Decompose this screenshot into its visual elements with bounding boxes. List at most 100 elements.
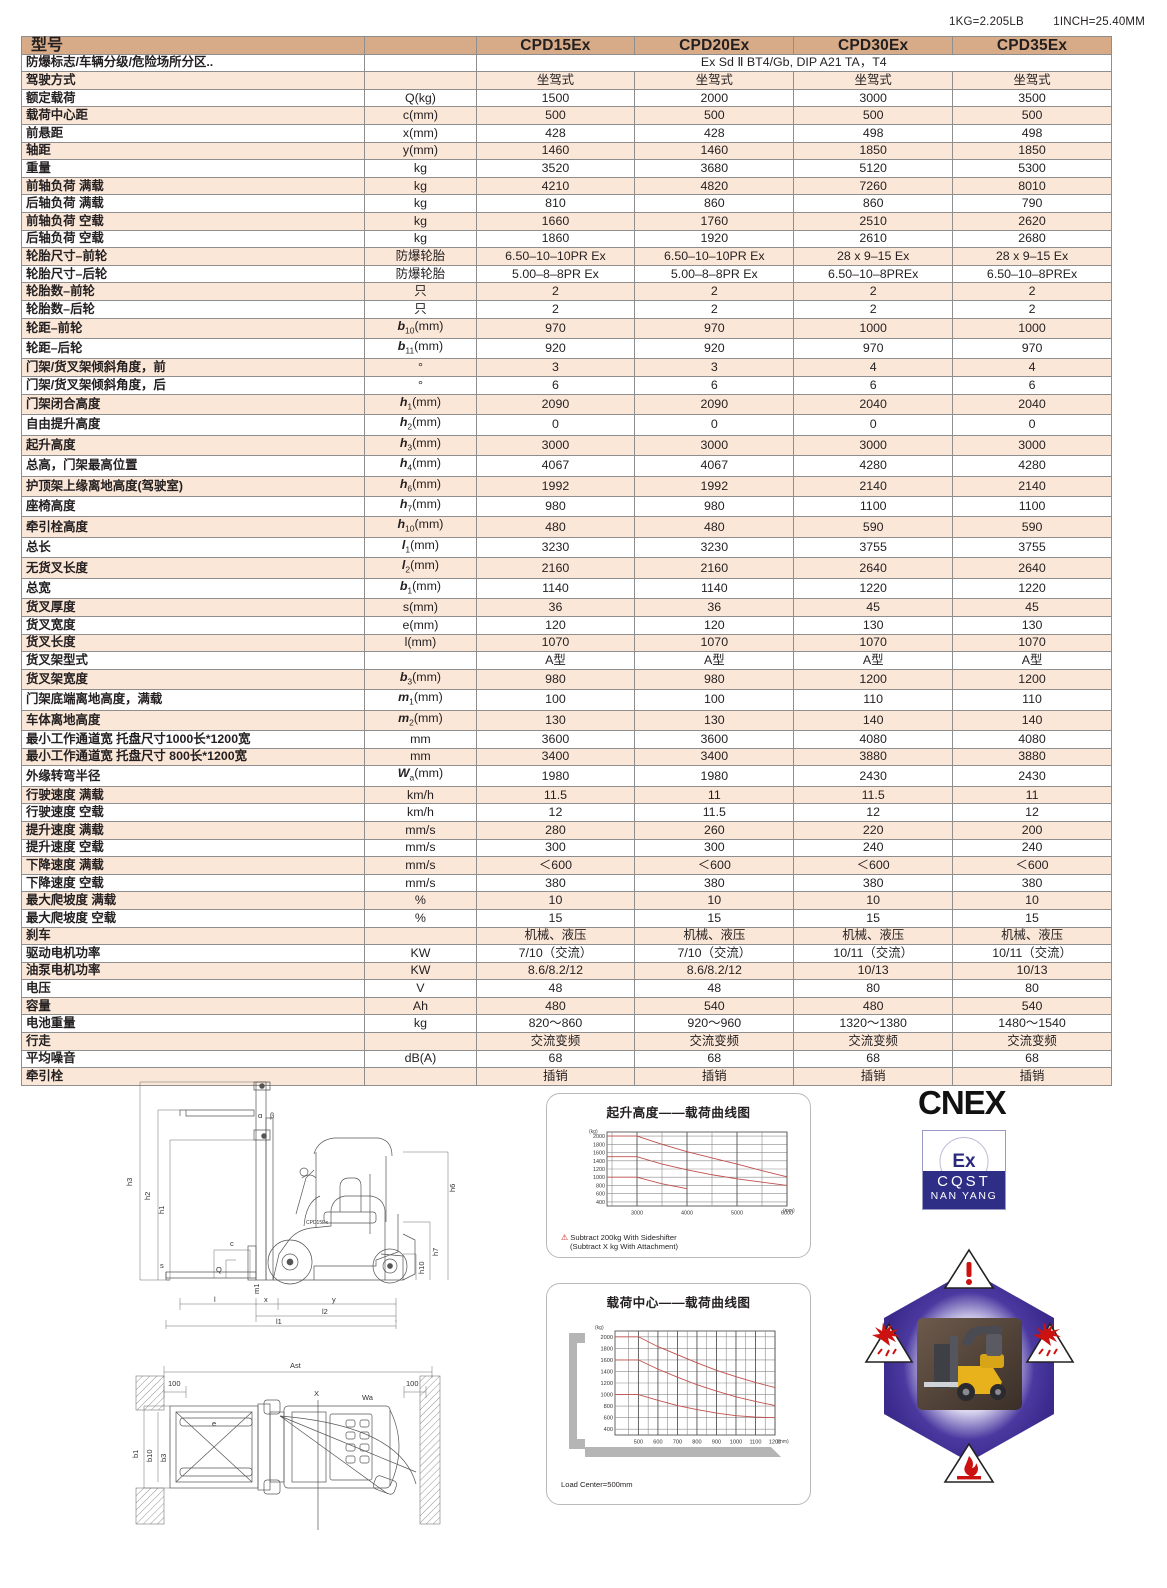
table-row: 最小工作通道宽 托盘尺寸1000长*1200宽 mm 3600 3600 4080 408… [20, 730, 1112, 749]
row-value-2: 1980 [634, 765, 795, 787]
row-unit: e(mm) [364, 615, 477, 635]
row-value-4: ＜600 [952, 856, 1112, 875]
svg-text:l2: l2 [322, 1307, 328, 1316]
svg-text:2000: 2000 [601, 1335, 613, 1341]
row-unit: h7(mm) [364, 495, 477, 518]
row-value-3: 10/11（交流） [793, 944, 954, 963]
row-unit: x(mm) [364, 123, 477, 143]
row-unit: 只 [364, 282, 477, 301]
row-value-3: 4280 [793, 455, 954, 477]
row-value-2: 8.6/8.2/12 [634, 961, 795, 981]
table-row: 总长 l1(mm) 3230 3230 3755 3755 [20, 536, 1112, 559]
svg-text:1100: 1100 [749, 1440, 761, 1446]
svg-text:4000: 4000 [681, 1210, 693, 1216]
row-value-1: 48 [475, 979, 636, 998]
row-value-2: 11 [634, 785, 795, 805]
row-value-4: 68 [952, 1049, 1112, 1069]
row-value-2: 920～960 [634, 1014, 795, 1034]
row-value-4: 0 [952, 414, 1112, 436]
table-row: 轮胎尺寸–后轮 防爆轮胎 5.00–8–8PR Ex 5.00–8–8PR Ex 6.5… [20, 264, 1112, 284]
table-row: 驾驶方式 坐驾式 坐驾式 坐驾式 坐驾式 [20, 71, 1112, 90]
row-unit [364, 926, 477, 946]
svg-text:(kg): (kg) [595, 1325, 604, 1331]
row-value-4: 2680 [952, 229, 1112, 249]
table-row: 行驶速度 空载 km/h 12 11.5 12 12 [20, 803, 1112, 822]
row-value-3: 12 [793, 803, 954, 822]
row-value-4: 1220 [952, 577, 1112, 600]
row-value-1: 3520 [475, 159, 636, 178]
row-value-3: 28 x 9–15 Ex [793, 247, 954, 266]
table-row: 额定载荷 Q(kg) 1500 2000 3000 3500 [20, 88, 1112, 108]
exclamation-warning-icon [943, 1248, 995, 1289]
row-value-2: 130 [634, 709, 795, 732]
row-value-1: 1070 [475, 633, 636, 653]
row-value-4: 插销 [952, 1067, 1112, 1086]
svg-text:100: 100 [406, 1379, 419, 1388]
row-label: 总长 [20, 536, 366, 559]
table-row: 起升高度 h3(mm) 3000 3000 3000 3000 [20, 434, 1112, 457]
svg-text:b3: b3 [159, 1454, 168, 1462]
row-value-2: 480 [634, 516, 795, 538]
svg-text:2000: 2000 [593, 1134, 605, 1140]
row-label: 外缘转弯半径 [20, 765, 366, 787]
svg-text:e: e [212, 1419, 216, 1428]
row-unit: km/h [364, 803, 477, 822]
row-unit: V [364, 979, 477, 998]
svg-text:(mm): (mm) [777, 1439, 789, 1445]
row-value-3: 交流变频 [793, 1032, 954, 1051]
row-value-3: 480 [793, 996, 954, 1016]
table-row: 自由提升高度 h2(mm) 0 0 0 0 [20, 414, 1112, 436]
svg-text:5000: 5000 [731, 1210, 743, 1216]
row-span-value: Ex Sd Ⅱ BT4/Gb, DIP A21 TA，T4 [475, 53, 1113, 73]
row-value-4: 240 [952, 838, 1112, 858]
row-value-1: 970 [475, 317, 636, 339]
row-value-2: 68 [634, 1049, 795, 1069]
row-unit: l1(mm) [364, 536, 477, 559]
row-value-4: 130 [952, 615, 1112, 635]
table-row: 货叉长度 l(mm) 1070 1070 1070 1070 [20, 633, 1112, 653]
row-value-2: 3680 [634, 159, 795, 178]
row-value-3: 2 [793, 282, 954, 301]
row-value-4: 540 [952, 996, 1112, 1016]
row-value-4: 2 [952, 282, 1112, 301]
row-value-4: 500 [952, 106, 1112, 125]
row-unit: kg [364, 194, 477, 213]
svg-text:l: l [214, 1295, 216, 1304]
row-value-2: 540 [634, 996, 795, 1016]
row-unit: mm/s [364, 820, 477, 840]
row-value-3: 2040 [793, 393, 954, 416]
svg-text:600: 600 [604, 1416, 613, 1422]
row-value-1: 12 [475, 803, 636, 822]
lift-height-chart-title: 起升高度——载荷曲线图 [606, 1106, 751, 1120]
row-value-2: A型 [634, 651, 795, 670]
row-value-1: 428 [475, 123, 636, 143]
row-value-1: 500 [475, 106, 636, 125]
row-value-4: 140 [952, 709, 1112, 732]
row-value-1: 10 [475, 891, 636, 910]
row-unit: ° [364, 376, 477, 395]
row-value-2: 6.50–10–10PR Ex [634, 247, 795, 266]
row-value-1: 280 [475, 820, 636, 840]
svg-text:α: α [258, 1111, 263, 1120]
row-value-2: 428 [634, 123, 795, 143]
row-value-4: 200 [952, 820, 1112, 840]
row-value-1: 480 [475, 516, 636, 538]
load-center-chart-svg: 400 600 800 1000 1200 1400 1600 1800 2000 500 600… [569, 1325, 789, 1457]
row-value-1: 2090 [475, 393, 636, 416]
row-label: 总宽 [20, 577, 366, 600]
table-header-row: 型号 CPD15Ex CPD20Ex CPD30Ex CPD35Ex [20, 36, 1112, 55]
row-label: 最小工作通道宽 托盘尺寸1000长*1200宽 [20, 730, 366, 749]
row-value-1: 3400 [475, 747, 636, 767]
row-value-2: 48 [634, 979, 795, 998]
row-label: 行走 [20, 1032, 366, 1051]
row-value-1: 8.6/8.2/12 [475, 961, 636, 981]
table-row: 平均噪音 dB(A) 68 68 68 68 [20, 1049, 1112, 1069]
row-value-1: 2 [475, 282, 636, 301]
row-unit [364, 1067, 477, 1086]
row-label: 行驶速度 空载 [20, 803, 366, 822]
table-row: 门架/货叉架倾斜角度，后 ° 6 6 6 6 [20, 376, 1112, 395]
row-unit: 只 [364, 299, 477, 319]
svg-text:1600: 1600 [601, 1358, 613, 1364]
row-value-4: 交流变频 [952, 1032, 1112, 1051]
plan-view-svg: Ast 100 100 Wa X b1 b10 b3 e [131, 1361, 441, 1530]
